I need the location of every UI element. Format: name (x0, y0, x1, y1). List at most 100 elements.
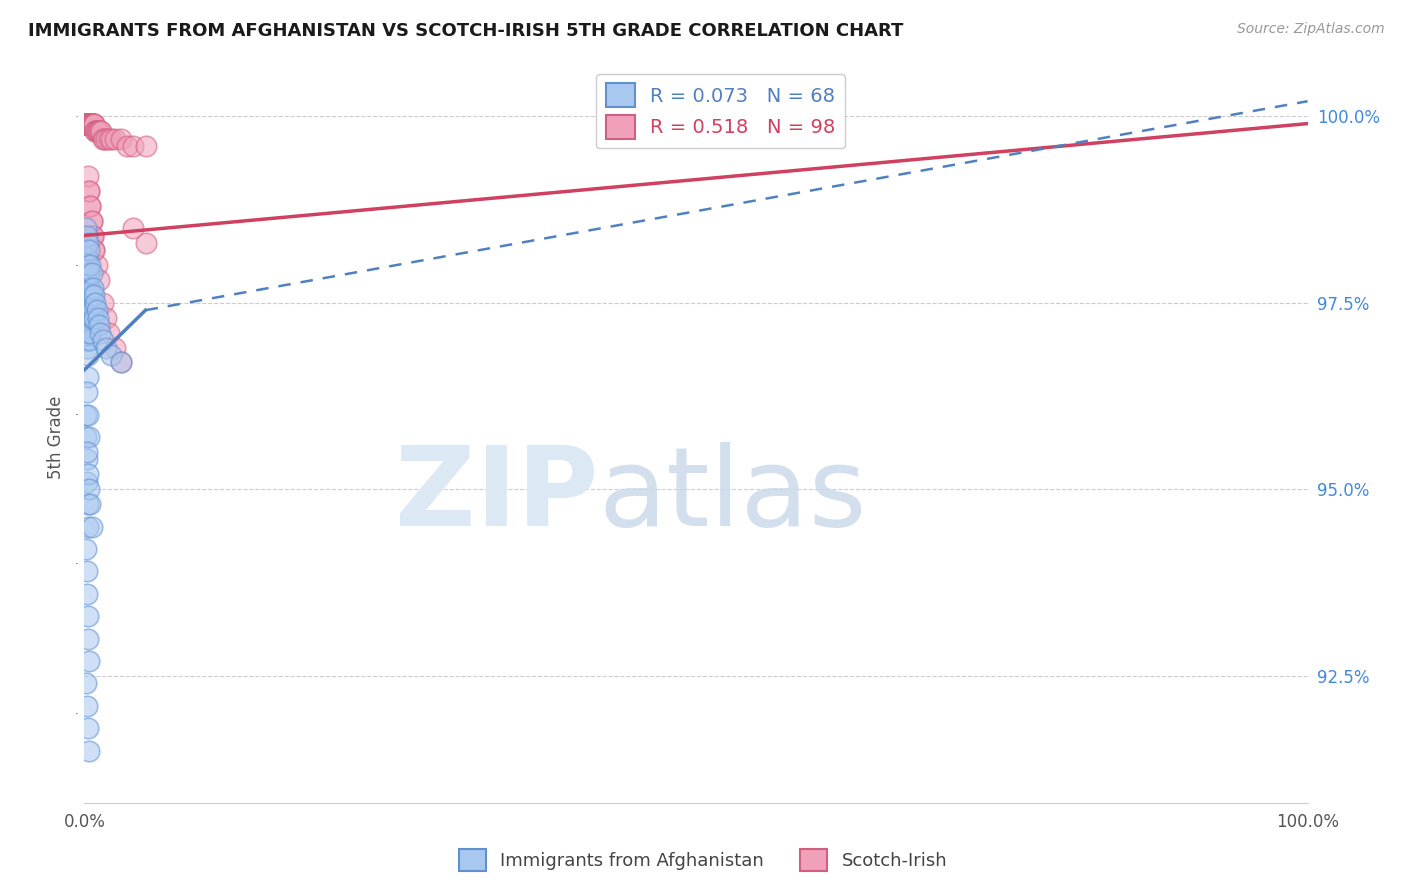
Point (77, 117, 100, 131)
Point (76, 318, 98, 332)
Point (104, 341, 127, 355)
Point (82, 228, 104, 243)
Point (75, 117, 97, 131)
Point (77, 288, 100, 302)
Point (75, 333, 97, 347)
Point (75, 408, 97, 422)
Point (79, 497, 101, 511)
Point (76, 452, 98, 467)
Point (82, 228, 104, 243)
Point (76, 295, 98, 310)
Point (122, 221, 145, 235)
Point (75, 310, 97, 325)
Point (80, 117, 103, 131)
Point (96, 341, 118, 355)
Point (77, 408, 100, 422)
Point (77, 632, 100, 646)
Point (87, 318, 110, 332)
Y-axis label: 5th Grade: 5th Grade (48, 395, 65, 479)
Point (75, 117, 97, 131)
Point (104, 131, 127, 145)
Point (76, 698, 98, 713)
Point (83, 310, 105, 325)
Point (135, 235, 157, 250)
Point (76, 117, 98, 131)
Text: ZIP: ZIP (395, 442, 598, 549)
Point (77, 117, 100, 131)
Point (84, 124, 107, 138)
Legend: R = 0.073   N = 68, R = 0.518   N = 98: R = 0.073 N = 68, R = 0.518 N = 98 (596, 74, 845, 148)
Point (79, 259, 101, 273)
Point (87, 273, 110, 287)
Point (89, 326, 111, 340)
Point (77, 370, 100, 384)
Point (77, 467, 100, 482)
Point (87, 124, 110, 138)
Point (77, 721, 100, 735)
Point (77, 235, 100, 250)
Point (75, 117, 97, 131)
Point (79, 199, 101, 213)
Point (75, 117, 97, 131)
Point (75, 266, 97, 280)
Point (75, 430, 97, 444)
Point (77, 609, 100, 624)
Point (80, 266, 103, 280)
Point (76, 117, 98, 131)
Legend: Immigrants from Afghanistan, Scotch-Irish: Immigrants from Afghanistan, Scotch-Iris… (451, 842, 955, 879)
Point (76, 117, 98, 131)
Point (75, 117, 97, 131)
Point (79, 199, 101, 213)
Point (76, 117, 98, 131)
Point (77, 310, 100, 325)
Point (76, 273, 98, 287)
Point (83, 288, 105, 302)
Point (77, 348, 100, 362)
Point (79, 326, 101, 340)
Point (110, 131, 132, 145)
Point (77, 244, 100, 258)
Point (76, 565, 98, 579)
Point (79, 117, 101, 131)
Text: Source: ZipAtlas.com: Source: ZipAtlas.com (1237, 22, 1385, 37)
Point (76, 445, 98, 459)
Point (77, 184, 100, 198)
Point (76, 228, 98, 243)
Point (76, 385, 98, 400)
Point (82, 117, 104, 131)
Point (96, 131, 118, 145)
Point (83, 244, 105, 258)
Point (80, 213, 103, 227)
Point (75, 117, 97, 131)
Point (75, 117, 97, 131)
Point (79, 281, 101, 295)
Point (79, 117, 101, 131)
Point (77, 117, 100, 131)
Point (96, 310, 118, 325)
Point (77, 333, 100, 347)
Text: atlas: atlas (598, 442, 866, 549)
Point (76, 117, 98, 131)
Point (75, 117, 97, 131)
Point (77, 117, 100, 131)
Point (76, 251, 98, 265)
Point (115, 139, 138, 153)
Point (77, 117, 100, 131)
Point (77, 169, 100, 183)
Point (86, 303, 108, 318)
Point (77, 483, 100, 497)
Point (82, 117, 104, 131)
Point (76, 587, 98, 601)
Point (75, 676, 97, 690)
Point (75, 117, 97, 131)
Point (122, 139, 145, 153)
Point (86, 259, 108, 273)
Point (97, 131, 120, 145)
Point (135, 139, 157, 153)
Point (82, 303, 104, 318)
Point (76, 341, 98, 355)
Point (77, 117, 100, 131)
Point (79, 117, 101, 131)
Point (110, 355, 132, 369)
Point (80, 117, 103, 131)
